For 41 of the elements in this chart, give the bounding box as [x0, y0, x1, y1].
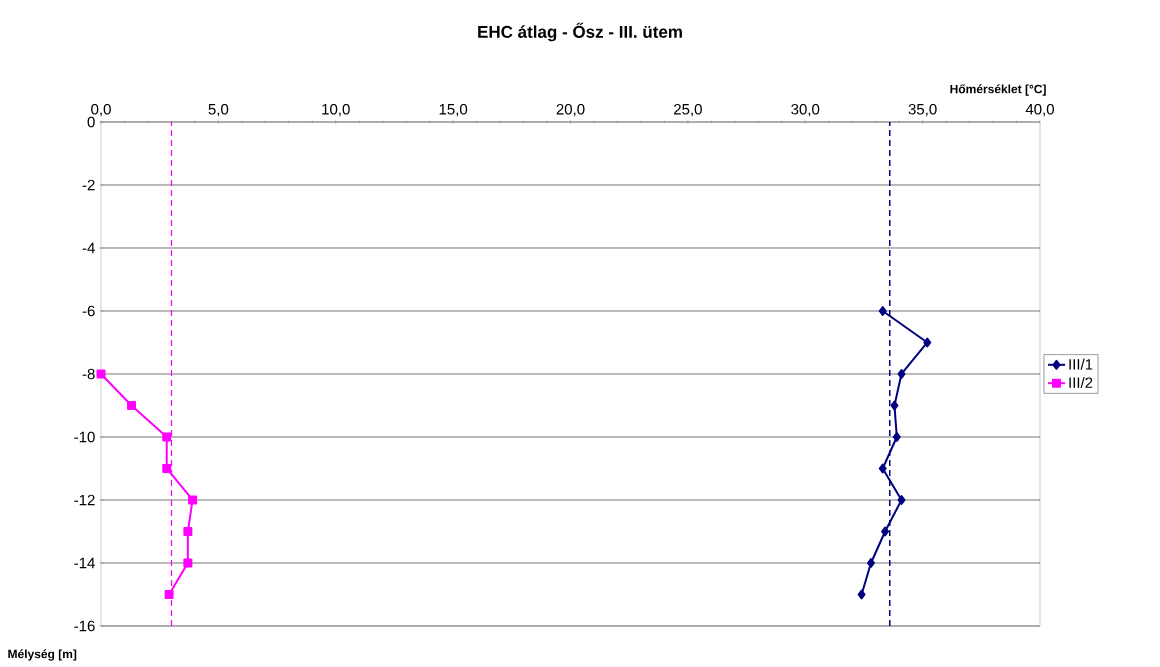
point [923, 337, 932, 348]
x-tick-label: 20,0 [556, 103, 585, 117]
point [127, 400, 137, 410]
y-tick-label: -16 [74, 620, 95, 632]
point [897, 494, 906, 505]
legend-label: III/1 [1069, 358, 1093, 370]
point [897, 368, 906, 379]
y-tick-label: -4 [82, 242, 95, 254]
point [183, 558, 193, 568]
x-tick-label: 15,0 [439, 103, 468, 117]
point [881, 526, 890, 537]
x-tick-label: 10,0 [322, 103, 350, 117]
y-tick-label: -10 [74, 431, 95, 443]
y-axis-title: Mélység [m] [8, 649, 77, 661]
y-tick-label: -14 [74, 557, 95, 569]
point [878, 463, 887, 474]
y-tick-label: 0 [87, 116, 95, 128]
point [183, 526, 193, 536]
chart-title: EHC átlag - Ősz - III. ütem [478, 22, 682, 42]
x-axis-title: Hőmérséklet [°C] [950, 84, 1046, 96]
point [188, 495, 198, 505]
point [162, 463, 172, 473]
y-tick-label: -12 [74, 494, 95, 506]
x-tick-label: 30,0 [791, 103, 820, 117]
y-tick-label: -2 [82, 179, 95, 191]
point [878, 305, 887, 316]
point [96, 369, 106, 379]
point [890, 400, 899, 411]
point [892, 431, 901, 442]
point [162, 432, 172, 442]
point [866, 557, 875, 568]
legend-label: III/2 [1069, 376, 1093, 388]
y-tick-label: -8 [82, 368, 95, 380]
x-tick-label: 35,0 [908, 103, 937, 117]
point [164, 589, 174, 599]
y-tick-label: -6 [82, 305, 95, 317]
x-tick-label: 0,0 [91, 103, 111, 117]
x-tick-label: 40,0 [1025, 103, 1054, 117]
x-tick-label: 5,0 [208, 103, 229, 117]
point [857, 589, 866, 600]
x-tick-label: 25,0 [674, 103, 702, 117]
